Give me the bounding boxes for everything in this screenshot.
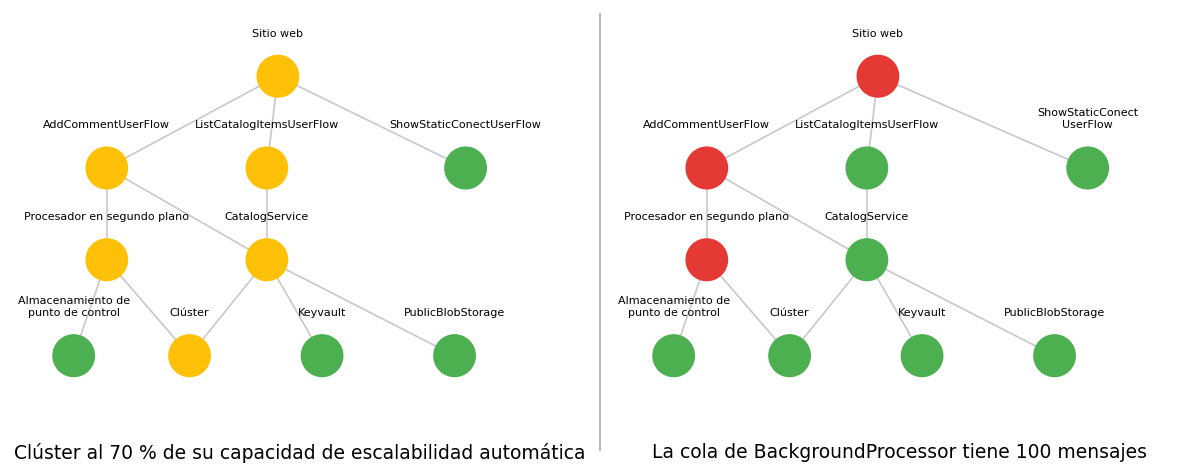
Text: AddCommentUserFlow: AddCommentUserFlow [43,120,170,130]
Ellipse shape [846,147,888,189]
Ellipse shape [1034,335,1075,376]
Text: Sitio web: Sitio web [252,29,304,39]
Ellipse shape [86,147,127,189]
Text: CatalogService: CatalogService [224,212,310,222]
Text: Clúster al 70 % de su capacidad de escalabilidad automática: Clúster al 70 % de su capacidad de escal… [14,443,586,463]
Ellipse shape [901,335,943,376]
Text: Clúster: Clúster [169,308,210,318]
Ellipse shape [686,147,727,189]
Text: ListCatalogItemsUserFlow: ListCatalogItemsUserFlow [194,120,340,130]
Text: ListCatalogItemsUserFlow: ListCatalogItemsUserFlow [794,120,940,130]
Text: AddCommentUserFlow: AddCommentUserFlow [643,120,770,130]
Ellipse shape [246,239,288,281]
Text: Keyvault: Keyvault [298,308,347,318]
Ellipse shape [445,147,486,189]
Ellipse shape [1067,147,1109,189]
Text: La cola de BackgroundProcessor tiene 100 mensajes: La cola de BackgroundProcessor tiene 100… [653,443,1147,462]
Text: Keyvault: Keyvault [898,308,947,318]
Text: Almacenamiento de
punto de control: Almacenamiento de punto de control [618,296,730,318]
Text: CatalogService: CatalogService [824,212,910,222]
Text: Sitio web: Sitio web [852,29,904,39]
Text: PublicBlobStorage: PublicBlobStorage [404,308,505,318]
Ellipse shape [301,335,343,376]
Ellipse shape [686,239,727,281]
Text: ShowStaticConectUserFlow: ShowStaticConectUserFlow [390,120,541,130]
Text: ShowStaticConect
UserFlow: ShowStaticConect UserFlow [1037,108,1139,130]
Ellipse shape [769,335,810,376]
Text: Clúster: Clúster [769,308,810,318]
Ellipse shape [53,335,95,376]
Text: Almacenamiento de
punto de control: Almacenamiento de punto de control [18,296,130,318]
Ellipse shape [434,335,475,376]
Ellipse shape [169,335,210,376]
Ellipse shape [857,55,899,97]
Ellipse shape [257,55,299,97]
Text: Procesador en segundo plano: Procesador en segundo plano [24,212,190,222]
Text: PublicBlobStorage: PublicBlobStorage [1004,308,1105,318]
Text: Procesador en segundo plano: Procesador en segundo plano [624,212,790,222]
Ellipse shape [86,239,127,281]
Ellipse shape [846,239,888,281]
Ellipse shape [653,335,695,376]
Ellipse shape [246,147,288,189]
